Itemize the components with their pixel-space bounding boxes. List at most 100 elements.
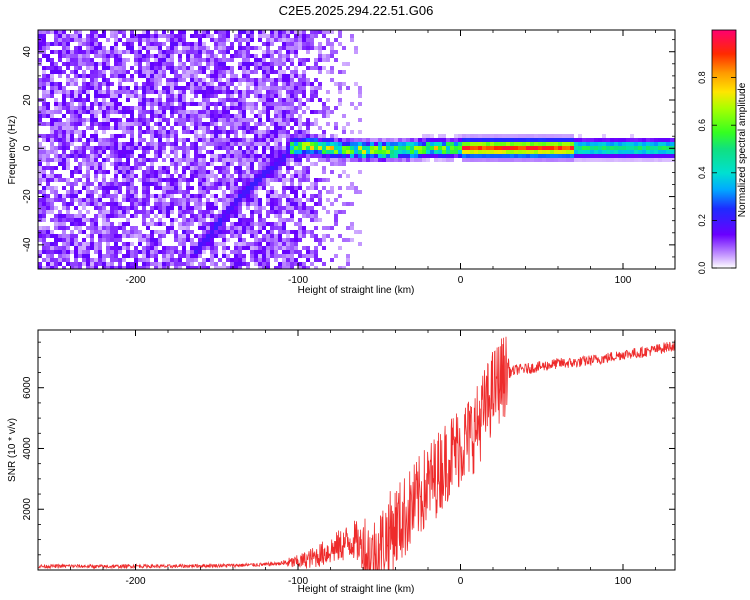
spectrogram-cell — [174, 150, 178, 154]
spectrogram-cell — [450, 154, 454, 158]
spectrogram-cell — [210, 162, 214, 166]
spectrogram-cell — [118, 170, 122, 174]
spectrogram-cell — [266, 42, 270, 46]
spectrogram-cell — [158, 222, 162, 226]
spectrogram-cell — [586, 150, 590, 154]
spectrogram-cell — [226, 86, 230, 90]
spectrogram-cell — [142, 74, 146, 78]
spectrogram-cell — [298, 198, 302, 202]
spectrogram-cell — [134, 86, 138, 90]
spectrogram-cell — [262, 162, 266, 166]
spectrogram-cell — [214, 110, 218, 114]
spectrogram-cell — [230, 142, 234, 146]
spectrogram-cell — [94, 258, 98, 262]
spectrogram-cell — [574, 150, 578, 154]
spectrogram-cell — [66, 182, 70, 186]
spectrogram-cell — [46, 46, 50, 50]
spectrogram-cell — [122, 174, 126, 178]
spectrogram-cell — [274, 162, 278, 166]
spectrogram-cell — [158, 170, 162, 174]
spectrogram-cell — [130, 106, 134, 110]
spectrogram-cell — [258, 78, 262, 82]
spectrogram-cell — [74, 106, 78, 110]
spectrogram-cell — [106, 110, 110, 114]
spectrogram-cell — [274, 246, 278, 250]
spectrogram-cell — [294, 30, 298, 34]
spectrogram-cell — [138, 198, 142, 202]
spectrogram-cell — [126, 146, 130, 150]
spectrogram-cell — [230, 54, 234, 58]
spectrogram-cell — [650, 138, 654, 142]
spectrogram-cell — [206, 174, 210, 178]
spectrogram-cell — [226, 38, 230, 42]
spectrogram-cell — [202, 162, 206, 166]
spectrogram-cell — [266, 126, 270, 130]
spectrogram-cell — [66, 210, 70, 214]
spectrogram-cell — [306, 122, 310, 126]
spectrogram-cell — [274, 226, 278, 230]
spectrogram-cell — [162, 126, 166, 130]
spectrogram-cell — [222, 146, 226, 150]
spectrogram-cell — [314, 218, 318, 222]
spectrogram-cell — [250, 166, 254, 170]
spectrogram-cell — [138, 50, 142, 54]
spectrogram-cell — [294, 154, 298, 158]
spectrogram-cell — [154, 134, 158, 138]
spectrogram-cell — [62, 102, 66, 106]
spectrogram-cell — [46, 246, 50, 250]
spectrogram-cell — [202, 266, 206, 269]
spectrogram-cell — [50, 78, 54, 82]
spectrogram-cell — [282, 114, 286, 118]
spectrogram-cell — [186, 258, 190, 262]
spectrogram-cell — [158, 218, 162, 222]
spectrogram-cell — [130, 254, 134, 258]
spectrogram-cell — [286, 94, 290, 98]
spectrogram-cell — [74, 158, 78, 162]
spectrogram-cell — [234, 90, 238, 94]
spectrogram-cell — [258, 230, 262, 234]
spectrogram-cell — [138, 54, 142, 58]
spectrogram-cell — [314, 142, 318, 146]
spectrogram-cell — [150, 238, 154, 242]
spectrogram-cell — [114, 102, 118, 106]
spectrogram-cell — [270, 38, 274, 42]
spectrogram-cell — [210, 218, 214, 222]
spectrogram-cell — [94, 154, 98, 158]
spectrogram-cell — [190, 66, 194, 70]
spectrogram-cell — [78, 122, 82, 126]
spectrogram-cell — [102, 206, 106, 210]
spectrogram-cell — [246, 182, 250, 186]
spectrogram-cell — [182, 94, 186, 98]
spectrogram-cell — [182, 246, 186, 250]
spectrogram-cell — [66, 246, 70, 250]
spectrogram-cell — [58, 154, 62, 158]
spectrogram-cell — [262, 30, 266, 34]
spectrogram-cell — [182, 214, 186, 218]
spectrogram-cell — [70, 174, 74, 178]
spectrogram-cell — [322, 226, 326, 230]
spectrogram-cell — [210, 134, 214, 138]
spectrogram-cell — [154, 146, 158, 150]
spectrogram-cell — [166, 262, 170, 266]
spectrogram-cell — [238, 110, 242, 114]
spectrogram-cell — [170, 202, 174, 206]
spectrogram-cell — [342, 82, 346, 86]
spectrogram-cell — [170, 182, 174, 186]
spectrogram-cell — [82, 214, 86, 218]
spectrogram-cell — [154, 214, 158, 218]
spectrogram-cell — [74, 238, 78, 242]
spectrogram-cell — [66, 214, 70, 218]
spectrogram-cell — [298, 266, 302, 269]
spectrogram-cell — [174, 130, 178, 134]
spectrogram-cell — [194, 258, 198, 262]
spectrogram-cell — [530, 158, 534, 162]
spectrogram-cell — [114, 74, 118, 78]
spectrogram-cell — [194, 46, 198, 50]
spectrogram-cell — [242, 238, 246, 242]
spectrogram-cell — [202, 210, 206, 214]
spectrogram-cell — [194, 42, 198, 46]
spectrogram-cell — [614, 150, 618, 154]
spectrogram-cell — [238, 98, 242, 102]
spectrogram-cell — [122, 42, 126, 46]
spectrogram-cell — [262, 138, 266, 142]
